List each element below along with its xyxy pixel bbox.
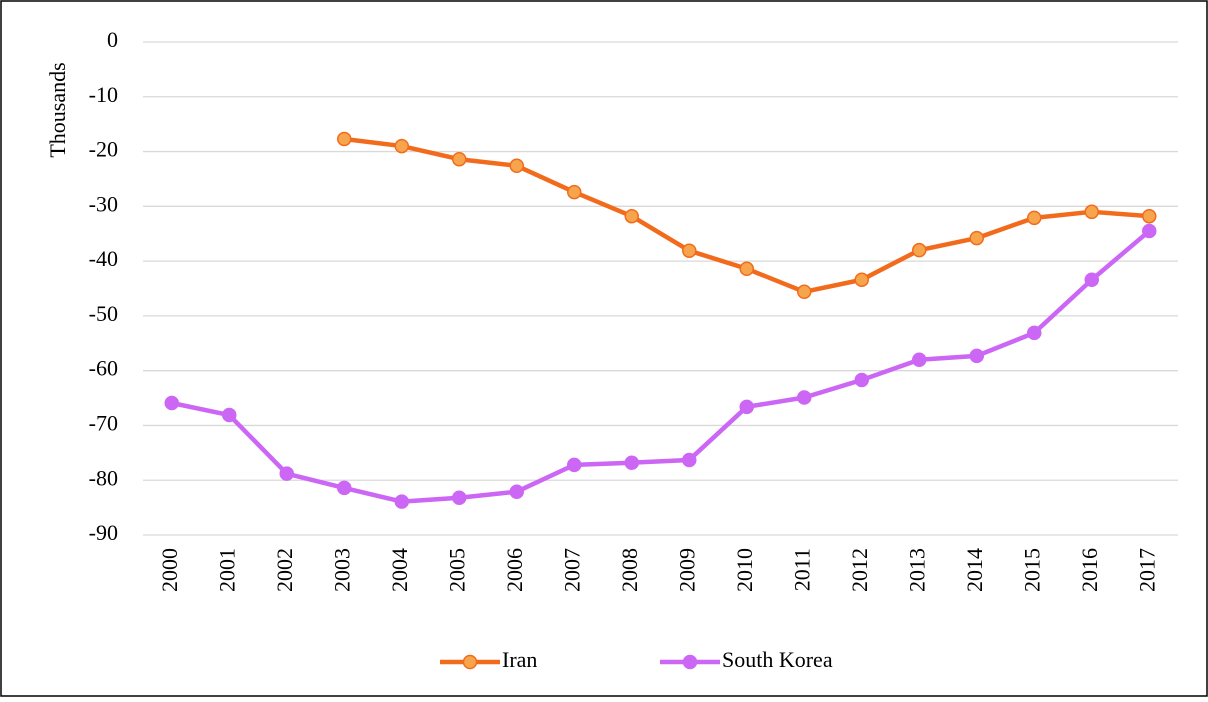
y-tick-label: -30 [89,191,118,216]
x-tick-label: 2003 [329,548,354,592]
data-point [624,208,639,224]
x-tick-label: 2012 [847,548,872,592]
series-line [171,229,1151,504]
x-tick-label: 2016 [1077,548,1102,592]
legend-marker [462,654,478,670]
data-point [164,395,179,411]
data-point [797,284,812,300]
data-point [567,457,582,473]
data-point [279,466,294,481]
y-tick-label: 0 [107,27,118,52]
legend-label: South Korea [722,647,833,672]
data-point [509,484,524,499]
data-point [337,480,352,496]
x-tick-label: 2001 [214,548,239,592]
x-tick-label: 2017 [1134,548,1159,592]
legend-label: Iran [502,647,537,672]
data-point [1142,208,1157,224]
data-point [739,399,754,415]
y-tick-label: -40 [89,246,118,271]
data-point [854,272,869,287]
data-point [222,407,237,423]
data-point [969,348,984,364]
y-tick-label: -20 [89,137,118,162]
data-point [682,452,697,468]
data-point [1142,223,1157,239]
x-tick-label: 2013 [904,548,929,592]
data-point [452,490,467,506]
data-point [1084,272,1099,287]
data-point [337,131,352,147]
data-point [797,390,812,405]
y-tick-label: -10 [89,82,118,107]
data-point [394,138,409,154]
data-point [394,494,409,509]
y-axis-label: Thousands [45,62,70,157]
data-point [567,184,582,200]
x-tick-label: 2007 [559,548,584,592]
data-point [1027,210,1042,226]
y-tick-label: -70 [89,410,118,435]
y-tick-label: -80 [89,465,118,490]
x-tick-label: 2015 [1019,548,1044,592]
data-point [509,158,524,174]
data-point [624,455,639,470]
x-tick-label: 2000 [157,548,182,592]
x-tick-label: 2008 [617,548,642,592]
data-point [1027,325,1042,341]
y-tick-label: -50 [89,301,118,326]
y-tick-label: -90 [89,520,118,545]
data-point [682,243,697,258]
data-point [854,372,869,388]
data-point [1084,204,1099,220]
data-point [912,242,927,258]
x-tick-label: 2006 [502,548,527,592]
x-tick-label: 2002 [272,548,297,592]
x-tick-label: 2011 [789,548,814,591]
data-point [452,151,467,167]
x-tick-label: 2010 [732,548,757,592]
x-tick-label: 2004 [387,548,412,592]
x-tick-label: 2009 [674,548,699,592]
x-tick-label: 2014 [962,548,987,592]
legend-marker [682,654,698,670]
data-point [969,230,984,246]
data-point [912,352,927,367]
data-point [739,261,754,277]
y-tick-label: -60 [89,356,118,381]
x-tick-label: 2005 [444,548,469,592]
